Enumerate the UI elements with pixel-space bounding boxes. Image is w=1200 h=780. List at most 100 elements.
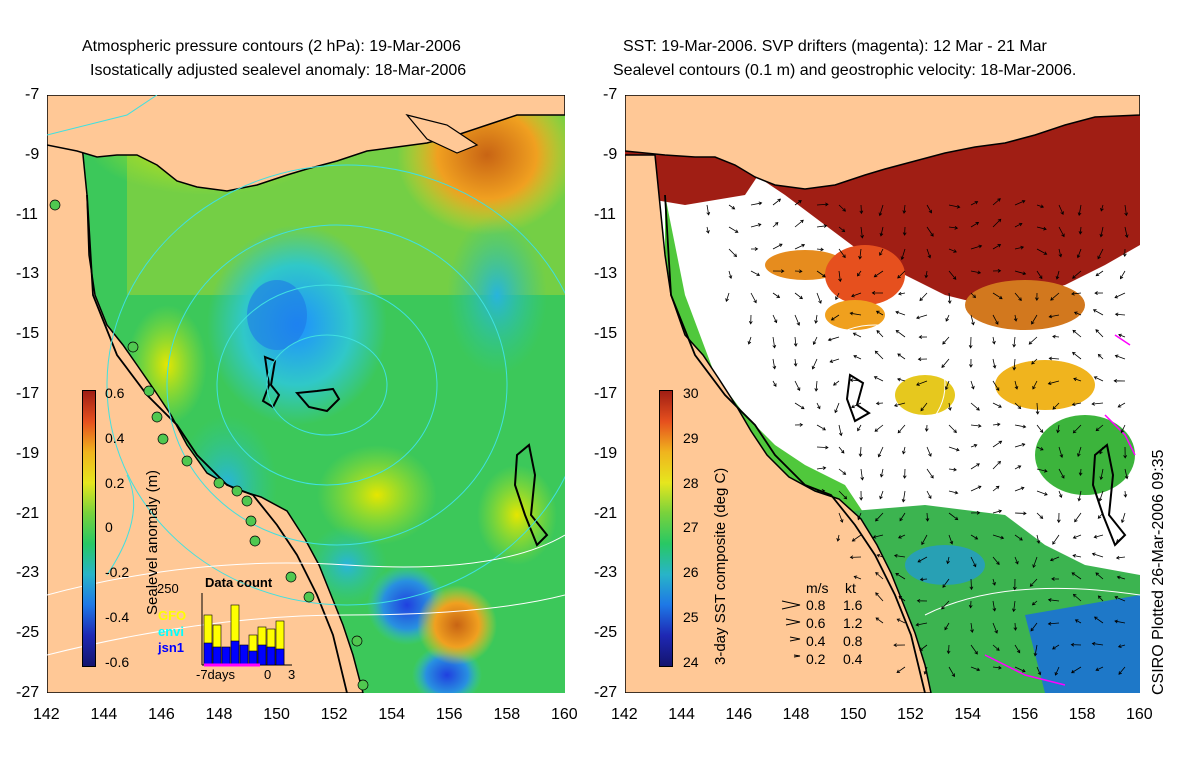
velocity-arrow (750, 247, 759, 251)
velocity-arrow (1014, 666, 1026, 673)
velocity-arrow (948, 225, 959, 230)
velocity-arrow (1078, 226, 1083, 235)
velocity-arrow (875, 571, 884, 580)
velocity-arrow (992, 244, 1002, 250)
velocity-arrow (1048, 356, 1060, 361)
velocity-arrow (1014, 424, 1027, 429)
sealevel-colorbar (82, 390, 96, 667)
velocity-arrow (1071, 291, 1082, 296)
velocity-arrow (1014, 380, 1019, 390)
velocity-arrow (1052, 534, 1060, 545)
y-tick-label: -23 (594, 564, 618, 582)
velocity-arrow (747, 336, 752, 345)
velocity-arrow (849, 555, 862, 560)
velocity-arrow (1097, 248, 1104, 260)
velocity-arrow (926, 468, 934, 479)
velocity-arrow (879, 248, 884, 256)
velocity-arrow (1124, 226, 1129, 239)
velocity-arrow (833, 380, 840, 386)
velocity-arrow (969, 358, 973, 368)
velocity-arrow (1115, 534, 1126, 543)
velocity-arrow (1014, 199, 1026, 206)
velocity-arrow (1036, 534, 1041, 544)
velocity-arrow (728, 248, 738, 258)
velocity-arrow (992, 534, 1005, 540)
velocity-arrow (877, 446, 884, 458)
velocity-arrow (1073, 377, 1082, 382)
velocity-arrow (926, 204, 932, 214)
velocity-arrow (916, 598, 928, 603)
velocity-arrow (893, 643, 906, 648)
velocity-arrow (871, 291, 884, 295)
velocity-arrow (948, 512, 959, 521)
velocity-arrow (838, 270, 842, 283)
velocity-arrow (1035, 402, 1040, 415)
velocity-arrow (992, 600, 997, 612)
velocity-arrow (835, 292, 840, 301)
velocity-arrow (917, 357, 928, 362)
velocity-arrow (893, 402, 906, 407)
velocity-arrow (1093, 534, 1104, 539)
velocity-arrow (896, 618, 906, 624)
velocity-arrow (750, 292, 757, 304)
velocity-arrow (1124, 204, 1129, 217)
velocity-arrow (1014, 292, 1022, 302)
velocity-arrow (838, 468, 847, 475)
velocity-arrow (836, 534, 841, 542)
velocity-arrow (853, 575, 862, 580)
y-tick-label: -21 (16, 504, 40, 522)
x-tick-label: 142 (611, 706, 638, 723)
velocity-arrow (1123, 446, 1128, 459)
velocity-arrow (830, 314, 840, 321)
y-tick-label: -17 (16, 385, 40, 402)
x-tick-label: 156 (435, 706, 463, 723)
velocity-arrow (920, 402, 928, 412)
velocity-arrow (860, 468, 865, 481)
velocity-arrow (1032, 380, 1038, 390)
velocity-arrow (968, 336, 973, 349)
velocity-arrow (1036, 666, 1042, 676)
velocity-arrow (772, 198, 782, 206)
velocity-arrow (970, 666, 981, 672)
y-tick-label: -11 (16, 205, 38, 223)
velocity-arrow (897, 291, 906, 296)
velocity-arrow (1120, 512, 1126, 524)
velocity-arrow (970, 222, 980, 228)
velocity-arrow (1029, 578, 1038, 587)
x-tick-label: 152 (897, 706, 924, 723)
y-tick-label: -13 (16, 265, 40, 283)
velocity-arrow (948, 248, 957, 253)
credit-text: CSIRO Plotted 26-Mar-2006 09:35 (1150, 449, 1167, 695)
velocity-arrow (902, 226, 907, 236)
velocity-arrow (901, 490, 906, 503)
velocity-arrow (895, 573, 906, 580)
velocity-arrow (829, 358, 840, 363)
velocity-arrow (923, 666, 928, 675)
velocity-arrow (1014, 465, 1022, 470)
x-tick-label: 144 (668, 706, 695, 723)
velocity-arrow (1097, 595, 1104, 602)
velocity-arrow (706, 226, 710, 234)
velocity-arrow (1054, 666, 1060, 676)
velocity-arrow (879, 226, 884, 237)
velocity-arrow (851, 402, 862, 409)
velocity-arrow (772, 243, 783, 250)
velocity-arrow (1071, 402, 1082, 407)
velocity-arrow (1123, 490, 1128, 498)
velocity-arrow (728, 270, 733, 280)
velocity-arrow (895, 310, 906, 316)
velocity-arrow (816, 202, 829, 207)
x-tick-label: 148 (205, 706, 233, 723)
velocity-arrow (970, 622, 974, 633)
velocity-arrow (897, 424, 906, 434)
velocity-arrow (1012, 336, 1017, 348)
velocity-arrow (772, 222, 779, 228)
velocity-arrow (875, 617, 884, 624)
velocity-arrow (1047, 621, 1060, 626)
velocity-arrow (970, 380, 975, 390)
x-tick-label: 150 (839, 706, 867, 723)
velocity-arrow (1072, 329, 1082, 338)
velocity-arrow (875, 401, 884, 406)
velocity-arrow (1035, 292, 1039, 301)
velocity-arrow (992, 460, 1001, 470)
